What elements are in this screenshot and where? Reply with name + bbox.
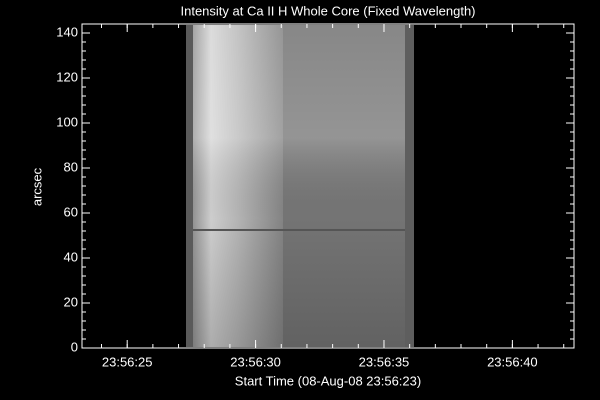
- x-tick-label: 23:56:40: [487, 354, 538, 369]
- y-tick-label: 120: [56, 69, 78, 84]
- y-tick-label: 60: [64, 204, 78, 219]
- y-tick-label: 40: [64, 249, 78, 264]
- image-shade: [193, 25, 405, 347]
- chart-title: Intensity at Ca II H Whole Core (Fixed W…: [180, 3, 475, 18]
- intensity-image: [186, 25, 414, 347]
- image-edge: [186, 25, 193, 347]
- x-tick-label: 23:56:30: [230, 354, 281, 369]
- x-tick-label: 23:56:35: [359, 354, 410, 369]
- y-tick-label: 0: [71, 339, 78, 354]
- y-axis-label: arcsec: [29, 167, 44, 206]
- image-edge: [405, 25, 414, 347]
- x-tick-label: 23:56:25: [102, 354, 153, 369]
- y-tick-label: 80: [64, 159, 78, 174]
- x-axis-label: Start Time (08-Aug-08 23:56:23): [235, 373, 421, 388]
- y-tick-label: 20: [64, 294, 78, 309]
- y-tick-label: 100: [56, 114, 78, 129]
- y-tick-label: 140: [56, 24, 78, 39]
